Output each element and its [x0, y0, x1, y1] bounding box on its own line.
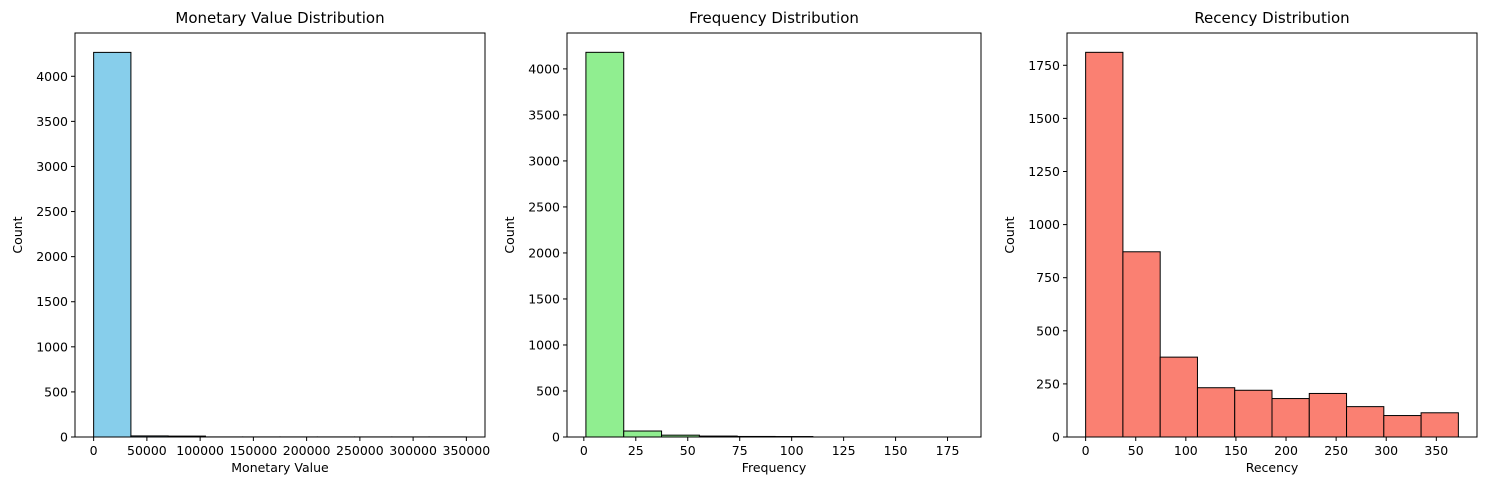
histogram-bar [1085, 51, 1124, 438]
y-tick-label: 1000 [528, 337, 560, 352]
y-tick-label: 1000 [36, 339, 68, 354]
y-tick-label: 3000 [36, 159, 68, 174]
x-axis-label: Monetary Value [231, 460, 329, 475]
y-tick-label: 1750 [1028, 58, 1060, 73]
y-tick-label: 2000 [36, 249, 68, 264]
axes-frame [74, 32, 486, 438]
x-tick-label: 50000 [127, 443, 167, 458]
y-tick-label: 500 [1036, 323, 1060, 338]
chart-title: Frequency Distribution [689, 9, 859, 27]
histogram-bar [93, 51, 132, 438]
y-tick-label: 2000 [528, 245, 560, 260]
x-tick-label: 0 [90, 443, 98, 458]
y-tick-label: 1500 [1028, 111, 1060, 126]
y-tick-label: 500 [44, 384, 68, 399]
x-tick-label: 150 [884, 443, 908, 458]
x-tick-label: 125 [832, 443, 856, 458]
y-tick-label: 3000 [528, 153, 560, 168]
y-tick-label: 4000 [36, 69, 68, 84]
y-tick-label: 1000 [1028, 217, 1060, 232]
x-tick-label: 100 [1174, 443, 1198, 458]
x-tick-label: 100000 [176, 443, 224, 458]
histogram-bar [1159, 356, 1198, 438]
y-axis-label: Count [502, 216, 517, 253]
y-tick-label: 2500 [528, 199, 560, 214]
y-tick-label: 1500 [36, 294, 68, 309]
y-tick-label: 0 [60, 430, 68, 445]
chart-panel-1: 0 50000 100000 150000 200000 250000 300000 3500… [10, 9, 490, 475]
histogram-bar [1271, 398, 1310, 438]
x-tick-label: 150 [1224, 443, 1248, 458]
x-tick-label: 100 [780, 443, 804, 458]
histogram-bar [623, 430, 663, 438]
x-tick-label: 0 [580, 443, 588, 458]
histogram-bar [1308, 392, 1348, 438]
x-tick-label: 50 [1128, 443, 1144, 458]
chart-panel-2: 0 25 50 75 100 125 150 175 0 500 1000 1500 2000 2500 3… [502, 9, 982, 475]
y-tick-label: 3500 [36, 114, 68, 129]
y-tick-label: 0 [552, 430, 560, 445]
y-tick-label: 4000 [528, 61, 560, 76]
y-tick-label: 250 [1036, 376, 1060, 391]
x-tick-label: 50 [680, 443, 696, 458]
x-tick-label: 200 [1274, 443, 1298, 458]
x-tick-label: 250000 [336, 443, 384, 458]
x-axis-label: Recency [1246, 460, 1299, 475]
chart-title: Recency Distribution [1194, 9, 1349, 27]
y-tick-label: 2500 [36, 204, 68, 219]
x-tick-label: 250 [1324, 443, 1348, 458]
histogram-bar [1420, 412, 1459, 438]
y-tick-label: 1500 [528, 291, 560, 306]
axes-frame [566, 32, 982, 438]
x-tick-label: 300 [1374, 443, 1398, 458]
y-tick-label: 750 [1036, 270, 1060, 285]
x-tick-label: 150000 [230, 443, 278, 458]
x-tick-label: 175 [936, 443, 960, 458]
y-axis-label: Count [1002, 216, 1017, 253]
chart-panel-3: 0 50 100 150 200 250 300 350 0 250 500 750 1000 1250 1… [1002, 9, 1478, 475]
histogram-bar [1196, 387, 1236, 438]
histogram-bar [1234, 389, 1273, 438]
x-tick-label: 0 [1082, 443, 1090, 458]
y-axis-label: Count [10, 216, 25, 253]
histogram-bar [1383, 415, 1422, 438]
y-tick-label: 0 [1052, 430, 1060, 445]
x-tick-label: 300000 [389, 443, 437, 458]
histogram-bar [585, 51, 625, 438]
x-tick-label: 350 [1424, 443, 1448, 458]
axes-frame [1066, 32, 1478, 438]
x-tick-label: 25 [628, 443, 644, 458]
x-tick-label: 350000 [443, 443, 491, 458]
y-tick-label: 3500 [528, 107, 560, 122]
x-axis-label: Frequency [742, 460, 807, 475]
y-tick-label: 500 [536, 383, 560, 398]
histogram-bar [1122, 251, 1161, 438]
chart-title: Monetary Value Distribution [175, 9, 384, 27]
x-tick-label: 75 [732, 443, 748, 458]
x-tick-label: 200000 [283, 443, 331, 458]
y-tick-label: 1250 [1028, 164, 1060, 179]
histogram-bar [1346, 406, 1385, 438]
